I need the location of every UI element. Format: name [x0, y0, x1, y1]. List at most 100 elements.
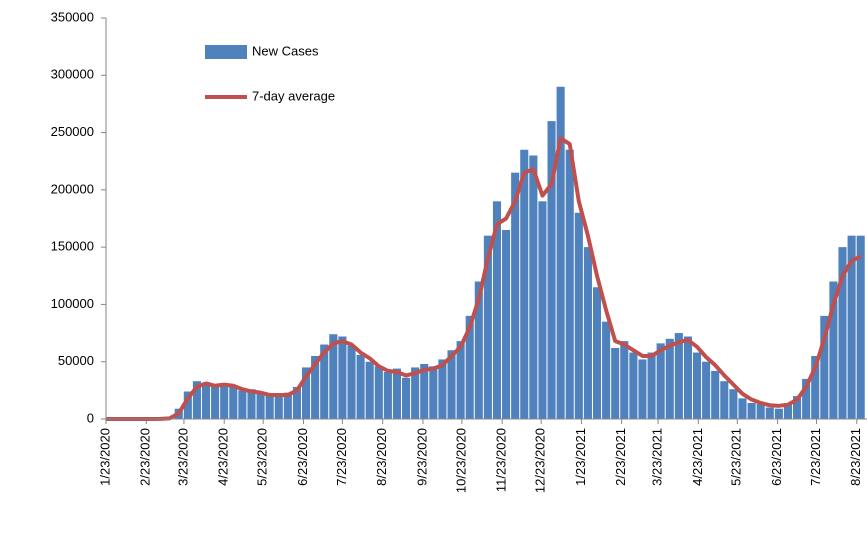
- x-tick-label: 1/23/2020: [97, 428, 112, 486]
- bar: [783, 402, 793, 419]
- x-tick-label: 6/23/2021: [769, 428, 784, 486]
- y-tick-label: 300000: [51, 67, 94, 82]
- bar: [211, 384, 220, 419]
- bar: [329, 334, 338, 419]
- bar: [247, 389, 256, 419]
- bar: [793, 396, 802, 419]
- bar: [711, 370, 720, 419]
- bar: [502, 229, 511, 419]
- bar: [774, 408, 783, 419]
- bar: [429, 366, 438, 419]
- bar: [374, 366, 383, 419]
- x-tick-label: 9/23/2020: [414, 428, 429, 486]
- bar: [620, 341, 629, 419]
- bar: [538, 201, 547, 419]
- x-tick-label: 3/23/2021: [649, 428, 664, 486]
- bar: [283, 392, 292, 419]
- bar: [756, 404, 765, 419]
- bar: [720, 381, 729, 419]
- bar: [492, 201, 502, 419]
- x-tick-label: 11/23/2020: [494, 428, 509, 492]
- bar: [238, 390, 247, 419]
- bar: [265, 393, 274, 419]
- bar: [702, 361, 711, 419]
- x-tick-label: 6/23/2020: [295, 428, 310, 486]
- bar: [674, 333, 683, 419]
- bar: [602, 321, 611, 419]
- x-tick-label: 7/23/2020: [334, 428, 349, 486]
- x-tick-label: 5/23/2021: [729, 428, 744, 486]
- bar: [565, 149, 574, 419]
- x-tick-label: 1/23/2021: [573, 428, 588, 486]
- bar: [747, 402, 756, 419]
- x-tick-label: 2/23/2020: [138, 428, 153, 486]
- bar: [220, 383, 229, 419]
- y-tick-label: 0: [87, 410, 94, 425]
- bar: [629, 352, 638, 419]
- x-tick-label: 4/23/2020: [216, 428, 231, 486]
- bar: [647, 352, 656, 419]
- bar: [511, 172, 520, 419]
- bar: [383, 372, 392, 419]
- bar: [320, 344, 329, 419]
- bar: [311, 355, 320, 419]
- bar: [520, 149, 529, 419]
- bar: [256, 393, 265, 419]
- legend-swatch: [205, 45, 247, 59]
- bar: [529, 155, 538, 419]
- bar: [592, 287, 602, 419]
- bar: [347, 345, 356, 419]
- bar: [738, 398, 747, 419]
- bar: [820, 315, 829, 419]
- bar: [411, 367, 420, 419]
- bar: [392, 368, 402, 419]
- line: [106, 136, 862, 421]
- legend-label: New Cases: [252, 43, 319, 58]
- y-tick-label: 350000: [51, 9, 94, 24]
- bar: [556, 86, 565, 419]
- bar: [465, 315, 474, 419]
- bar: [420, 364, 429, 419]
- bar: [811, 355, 820, 419]
- x-tick-label: 2/23/2021: [613, 428, 628, 486]
- bar: [665, 338, 674, 419]
- x-tick-label: 8/23/2021: [848, 428, 863, 486]
- bar: [447, 350, 456, 419]
- bar: [765, 407, 774, 419]
- bar: [838, 247, 847, 419]
- bar: [802, 378, 811, 419]
- bar: [274, 396, 283, 419]
- bar: [474, 281, 483, 419]
- y-tick-label: 200000: [51, 181, 94, 196]
- bar: [829, 281, 838, 419]
- bar: [183, 391, 192, 419]
- bar: [201, 382, 211, 419]
- bar: [456, 341, 465, 419]
- bar: [683, 336, 692, 419]
- bar: [292, 386, 301, 419]
- bar: [356, 354, 365, 419]
- y-tick-label: 250000: [51, 124, 94, 139]
- bar: [192, 381, 201, 419]
- y-tick-label: 150000: [51, 239, 94, 254]
- bar: [656, 343, 665, 419]
- bar: [847, 235, 856, 419]
- bar: [692, 352, 702, 419]
- bar: [365, 361, 374, 419]
- bar: [583, 247, 592, 419]
- x-tick-label: 7/23/2021: [808, 428, 823, 486]
- legend-label: 7-day average: [252, 88, 335, 103]
- bar: [638, 359, 647, 419]
- bar: [338, 336, 347, 419]
- bar: [438, 359, 447, 419]
- y-tick-label: 50000: [58, 353, 94, 368]
- x-tick-label: 12/23/2020: [533, 428, 548, 493]
- x-tick-label: 4/23/2021: [690, 428, 705, 486]
- bar: [856, 235, 865, 419]
- bar: [483, 235, 492, 419]
- x-tick-label: 10/23/2020: [453, 428, 468, 493]
- y-tick-label: 100000: [51, 296, 94, 311]
- x-tick-label: 3/23/2020: [175, 428, 190, 486]
- bar: [729, 389, 738, 419]
